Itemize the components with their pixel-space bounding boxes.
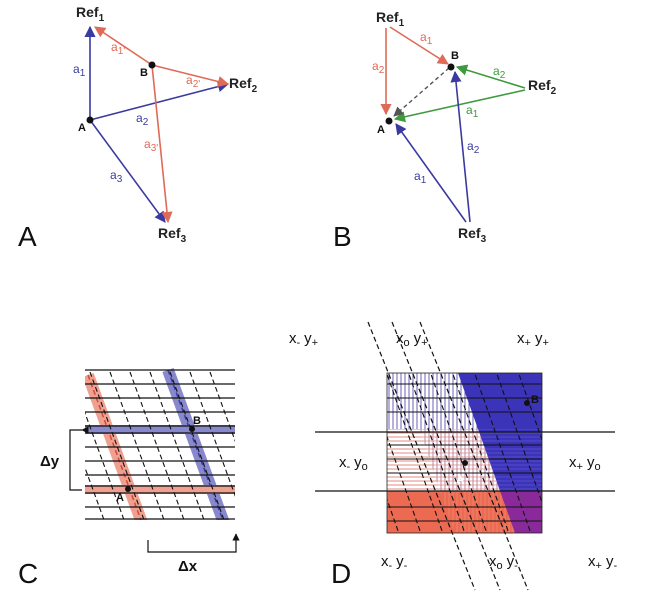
edge-dashed-ba bbox=[393, 67, 450, 117]
node-b-label: B bbox=[140, 67, 148, 79]
panel-d: A B x-y+ xo y+ x+ y+ x-yo x+ yo x-y- xo y- x… bbox=[289, 321, 617, 591]
label-blue-a1: a1 bbox=[414, 169, 427, 186]
edge-a3p-red bbox=[151, 64, 173, 224]
region-xp-ym-fill bbox=[500, 491, 542, 533]
panel-a: Ref1 Ref2 Ref3 A B a1 a2 a3 a1' a2' a3' … bbox=[18, 4, 258, 252]
node-a-dot bbox=[462, 460, 468, 466]
panel-c-label: C bbox=[18, 558, 38, 589]
edge-a2p-red bbox=[151, 64, 230, 87]
region-xp-yp-label: x+ y+ bbox=[517, 330, 549, 349]
region-xo-yp-label: xo y+ bbox=[396, 330, 428, 349]
region-xm-ym-label: x-y- bbox=[381, 553, 408, 572]
node-a-dot bbox=[125, 486, 131, 492]
red-row-band bbox=[85, 485, 235, 494]
label-blue-a2: a2 bbox=[467, 139, 480, 156]
label-red-a1: a1 bbox=[420, 30, 433, 47]
delta-y-label: Δy bbox=[40, 453, 60, 470]
grid-frame bbox=[386, 372, 543, 534]
label-a3-prime: a3' bbox=[144, 137, 158, 154]
label-a3: a3 bbox=[110, 168, 123, 185]
node-b-dot bbox=[524, 400, 530, 406]
node-b-dot bbox=[189, 426, 195, 432]
edge-a2-blue bbox=[89, 81, 230, 121]
region-xo-ym-label: xo y- bbox=[489, 553, 518, 572]
delta-x-bracket bbox=[147, 533, 240, 553]
label-a2-prime: a2' bbox=[186, 73, 200, 90]
edge-red-a1 bbox=[389, 26, 449, 65]
node-b-label: B bbox=[451, 50, 459, 62]
region-xm-yp-label: x-y+ bbox=[289, 330, 318, 349]
ref3-label: Ref3 bbox=[158, 225, 187, 245]
node-a-label: A bbox=[78, 122, 86, 134]
region-xp-yo-label: x+ yo bbox=[569, 454, 601, 473]
node-b-dot bbox=[447, 63, 455, 71]
row-lines bbox=[387, 383, 542, 522]
edge-a3-blue bbox=[89, 119, 166, 223]
panel-a-label: A bbox=[18, 221, 37, 252]
edge-green-a2 bbox=[455, 64, 526, 89]
region-xp-ym-label: x+ y- bbox=[588, 553, 617, 572]
panel-c: A B Δy Δx C bbox=[18, 367, 240, 589]
node-b-label: B bbox=[193, 415, 201, 427]
label-green-a1: a1 bbox=[466, 103, 479, 120]
region-xo-ym-fill bbox=[440, 491, 515, 533]
label-a1-prime: a1' bbox=[111, 40, 125, 57]
edge-a1p-red bbox=[94, 26, 153, 66]
label-a2: a2 bbox=[136, 111, 149, 128]
ref1-label: Ref1 bbox=[76, 4, 105, 24]
ref3-label: Ref3 bbox=[458, 225, 487, 245]
node-a-dot bbox=[86, 116, 94, 124]
ref1-label: Ref1 bbox=[376, 9, 405, 29]
node-b-label: B bbox=[531, 394, 539, 406]
delta-x-label: Δx bbox=[178, 558, 198, 575]
node-a-label: A bbox=[377, 124, 385, 136]
node-a-dot bbox=[385, 117, 393, 125]
node-a-label: A bbox=[456, 474, 464, 486]
row-lines bbox=[85, 369, 235, 520]
blue-row-band bbox=[85, 425, 235, 434]
panel-b: Ref1 Ref2 Ref3 A B a1 a2 a2 a1 a2 a1 B bbox=[333, 9, 557, 252]
ref2-label: Ref2 bbox=[229, 75, 258, 95]
label-a1: a1 bbox=[73, 62, 86, 79]
edge-blue-a1 bbox=[395, 123, 467, 223]
panel-d-label: D bbox=[331, 558, 351, 589]
dashed-grid bbox=[387, 373, 542, 533]
region-xm-yo-label: x-yo bbox=[339, 454, 368, 473]
boundary-diagonals bbox=[367, 321, 529, 591]
blue-column-line bbox=[167, 369, 233, 520]
edge-green-a1 bbox=[393, 89, 526, 123]
label-red-a2: a2 bbox=[372, 59, 385, 76]
ref2-label: Ref2 bbox=[528, 77, 557, 97]
label-green-a2: a2 bbox=[493, 64, 506, 81]
node-a-label: A bbox=[116, 492, 124, 504]
node-b-dot bbox=[148, 61, 156, 69]
delta-y-bracket bbox=[69, 426, 89, 491]
red-column-line bbox=[87, 374, 151, 520]
edge-blue-a2 bbox=[450, 70, 471, 223]
panel-b-label: B bbox=[333, 221, 352, 252]
boundary-lines bbox=[315, 431, 615, 492]
